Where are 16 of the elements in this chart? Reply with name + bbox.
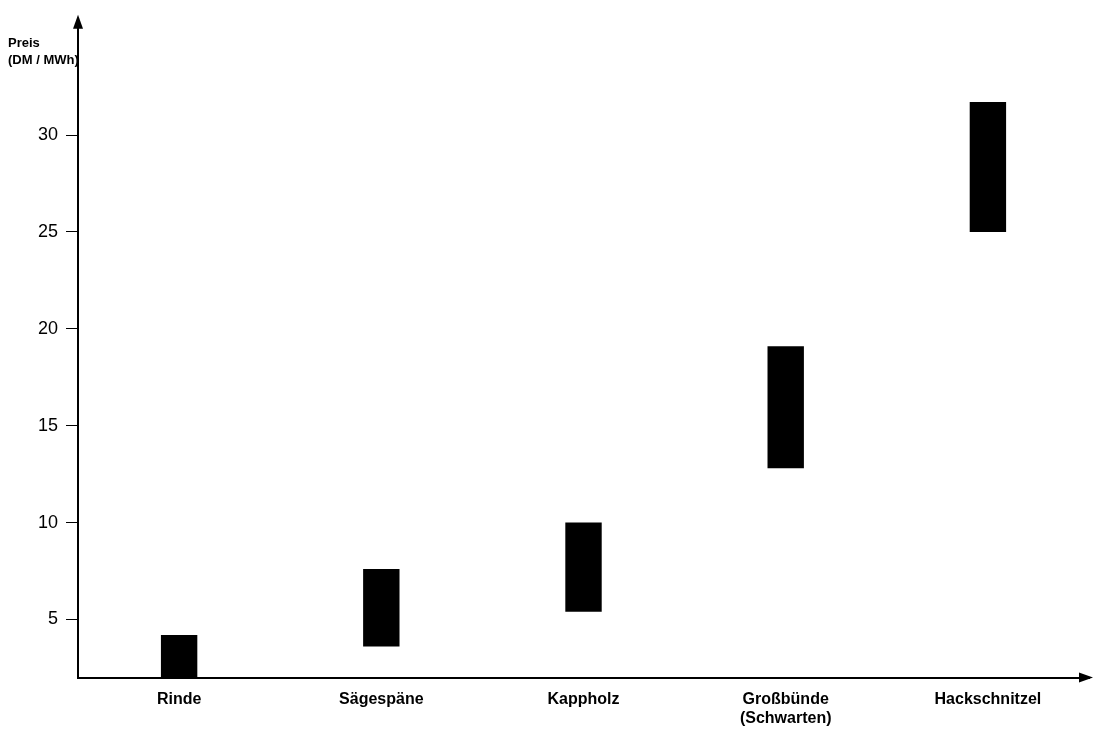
y-tick-label: 5: [48, 608, 59, 629]
bar: [363, 569, 400, 647]
y-tick-label: 15: [37, 414, 59, 435]
y-tick-label: 30: [37, 124, 59, 145]
x-tick-label: Großbünde (Schwarten): [739, 689, 832, 726]
x-tick-label: Sägespäne: [339, 689, 424, 707]
y-axis-title: Preis (DM / MWh): [8, 34, 79, 68]
y-tick-label: 25: [37, 220, 59, 241]
y-tick-label: 10: [37, 511, 59, 532]
x-tick-label: Kappholz: [547, 689, 620, 707]
x-tick-label: Rinde: [156, 689, 202, 707]
x-tick-label: Hackschnitzel: [934, 689, 1042, 707]
bar: [969, 102, 1007, 232]
y-tick-label: 20: [37, 317, 59, 338]
bar: [767, 346, 804, 469]
bar: [565, 522, 602, 612]
